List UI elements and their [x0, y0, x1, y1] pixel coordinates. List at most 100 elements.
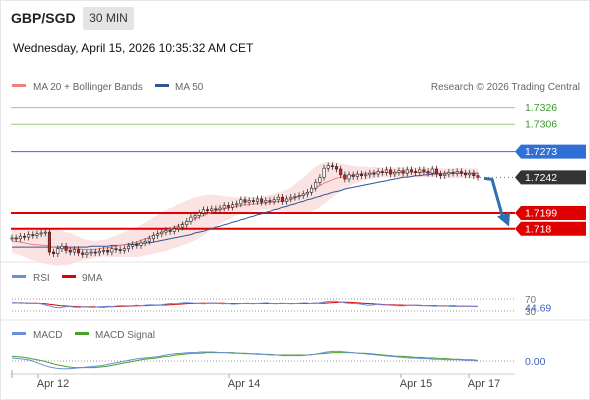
candle [122, 248, 126, 251]
candle [118, 249, 122, 251]
candle [56, 248, 60, 255]
bollinger-band [12, 162, 478, 267]
candle [372, 172, 376, 175]
candle [314, 182, 318, 189]
level-label-box [515, 170, 586, 185]
candle [247, 200, 251, 203]
candle [114, 248, 118, 251]
ma50-legend-swatch [155, 84, 169, 87]
copyright-label: Research © 2026 Trading Central [431, 82, 580, 93]
candle [368, 172, 372, 176]
candle [64, 245, 68, 251]
candle [463, 172, 468, 176]
symbol-title: GBP/SGD [11, 10, 76, 26]
candle [206, 209, 210, 212]
rsi-legend-label: RSI [33, 273, 50, 284]
candle [268, 200, 272, 202]
rsi-legend-swatch [12, 275, 26, 278]
candle [239, 199, 243, 205]
candle [472, 172, 476, 176]
rsi-level-label: 70 [525, 295, 537, 306]
candle [326, 165, 330, 169]
candle [285, 198, 289, 202]
candle [409, 169, 413, 172]
candle [189, 216, 193, 222]
candle [147, 238, 151, 242]
candle [343, 174, 347, 180]
candle [168, 230, 172, 232]
timestamp: Wednesday, April 15, 2026 10:35:32 AM CE… [13, 41, 254, 55]
rsi-ma-legend-swatch [62, 275, 76, 278]
candle [264, 200, 268, 203]
candle [451, 172, 455, 174]
ma50-line [12, 172, 478, 248]
candle [10, 237, 14, 240]
candle [289, 196, 293, 200]
candle [305, 191, 309, 195]
candle [397, 170, 401, 173]
timeframe-button[interactable]: 30 MIN [83, 7, 134, 30]
forecast-arrow [483, 176, 505, 219]
candle [468, 172, 472, 176]
candle [110, 248, 114, 253]
candle [418, 169, 422, 173]
level-label-box [515, 206, 586, 221]
candle [160, 231, 164, 235]
candle [106, 250, 110, 253]
macd-panel: 0.00 [11, 350, 546, 370]
macd-signal-legend-label: MACD Signal [95, 330, 155, 341]
candle [43, 231, 47, 234]
time-tick-label: Apr 15 [400, 378, 432, 390]
candle [131, 244, 135, 247]
candle [297, 195, 301, 197]
level-label: 1.7242 [525, 172, 557, 184]
time-axis: Apr 12 Apr 14 Apr 15 Apr 17 [11, 370, 500, 390]
rsi-ma-legend-label: 9MA [82, 273, 103, 284]
candle [22, 235, 27, 238]
candle [347, 174, 351, 180]
candle [101, 250, 106, 252]
candle [77, 249, 81, 254]
candle [351, 174, 355, 177]
rsi-level-label: 30 [525, 307, 537, 318]
ma20-legend-label: MA 20 + Bollinger Bands [33, 82, 143, 93]
candle [193, 215, 197, 218]
macd-signal-line [11, 352, 479, 369]
candle [218, 207, 222, 211]
candle [280, 196, 284, 202]
candle [260, 198, 264, 203]
level-label: 1.7199 [525, 208, 557, 220]
candle [68, 250, 72, 253]
macd-legend-swatch [12, 332, 26, 335]
candle [143, 240, 147, 244]
candle [210, 208, 214, 211]
candle [31, 234, 35, 236]
macd-signal-legend-swatch [75, 332, 89, 335]
candle [459, 171, 463, 174]
macd-legend-label: MACD [33, 330, 62, 341]
candle [376, 171, 380, 175]
macd-line [11, 350, 479, 370]
candle [214, 208, 218, 211]
candle [393, 172, 397, 175]
candle [434, 168, 438, 175]
candle [52, 251, 56, 254]
candle [318, 177, 322, 183]
candle [14, 237, 18, 240]
time-tick-label: Apr 12 [37, 378, 69, 390]
candle [255, 198, 260, 202]
candle [81, 252, 85, 255]
candle [364, 174, 368, 177]
ma20-legend-swatch [12, 84, 26, 87]
candle [293, 196, 297, 198]
forecast-arrow-head [497, 212, 510, 227]
candle [339, 168, 343, 176]
candle [355, 173, 359, 177]
candle [185, 221, 189, 225]
ma50-legend-label: MA 50 [175, 82, 204, 93]
candle [243, 199, 247, 203]
candle [422, 169, 426, 172]
candle [151, 235, 156, 240]
candle [272, 199, 276, 202]
candle [414, 171, 418, 173]
